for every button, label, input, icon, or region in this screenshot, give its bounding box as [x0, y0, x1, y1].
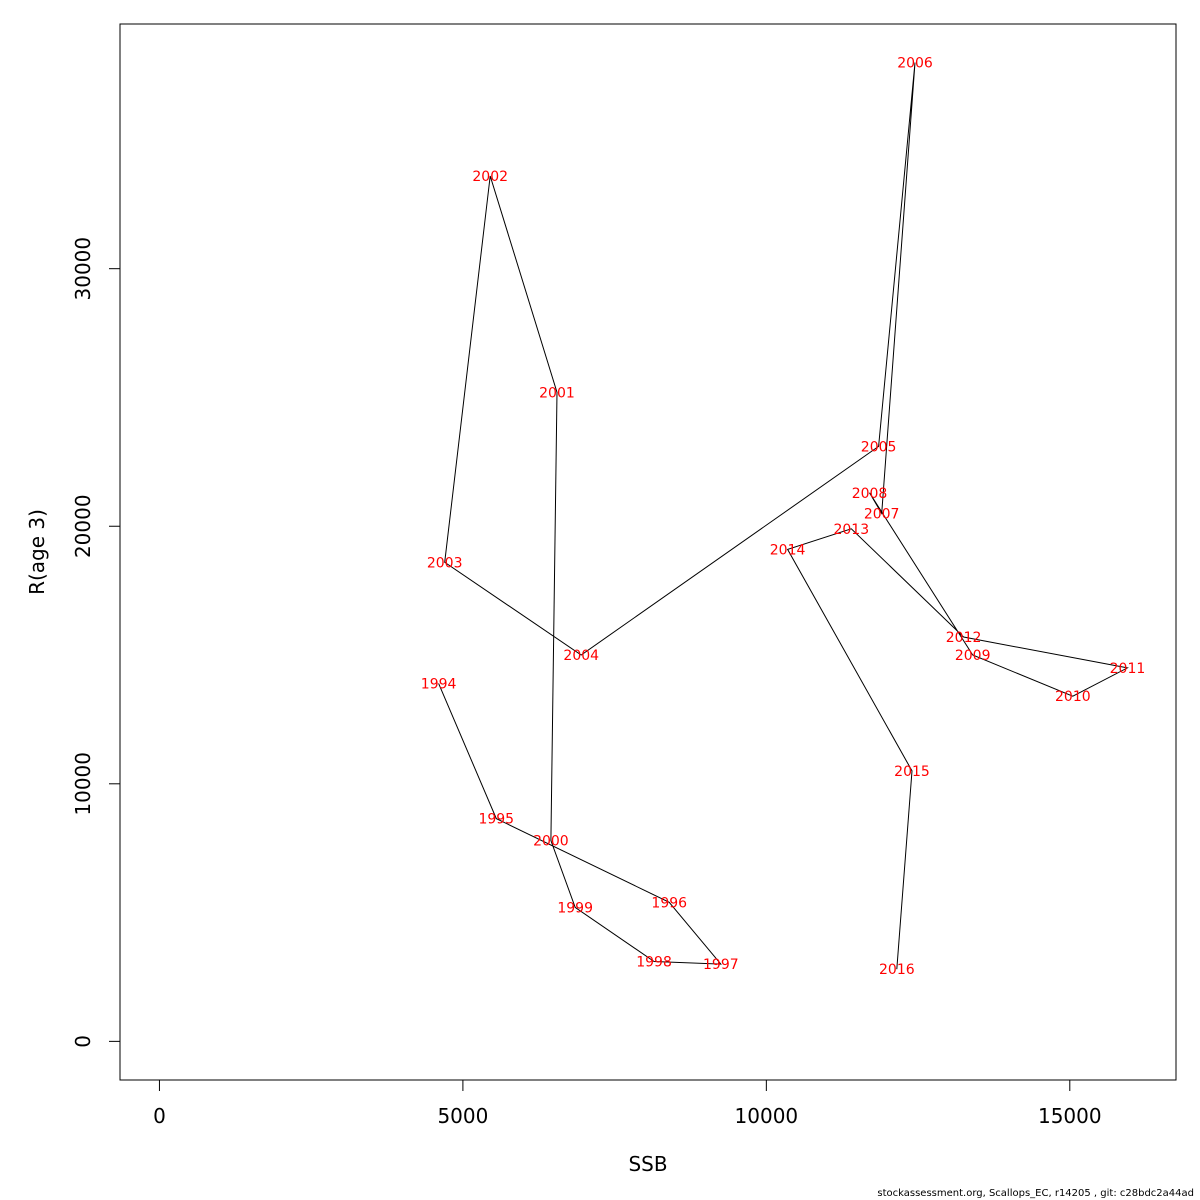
point-label-2016: 2016: [879, 962, 915, 978]
point-label-2003: 2003: [427, 555, 463, 571]
point-labels: 1994 1995 1996 1997 1998 1999 2000 2001 2002 2003…: [421, 56, 1145, 979]
y-axis: 0 10000 20000 30000: [71, 237, 121, 1048]
x-tick-label: 0: [153, 1104, 166, 1128]
plot-frame: [119, 23, 1177, 1081]
point-label-2001: 2001: [539, 385, 575, 401]
point-label-2009: 2009: [955, 648, 991, 664]
series-line: [438, 62, 1129, 970]
x-axis: 0 5000 10000 15000: [153, 1079, 1102, 1128]
point-label-2004: 2004: [563, 648, 599, 664]
point-label-2006: 2006: [897, 56, 933, 72]
point-label-1994: 1994: [421, 676, 457, 692]
point-label-1996: 1996: [651, 895, 687, 911]
x-axis-title: SSB: [628, 1152, 667, 1176]
point-label-2010: 2010: [1055, 689, 1091, 705]
y-tick-label: 20000: [71, 494, 95, 558]
point-label-1999: 1999: [557, 900, 593, 916]
point-label-1998: 1998: [636, 955, 672, 971]
x-tick-label: 15000: [1038, 1104, 1102, 1128]
y-tick-label: 0: [71, 1035, 95, 1048]
point-label-2012: 2012: [946, 630, 982, 646]
point-label-1997: 1997: [703, 957, 739, 973]
x-tick-label: 5000: [437, 1104, 488, 1128]
point-label-2011: 2011: [1110, 661, 1146, 677]
x-tick-label: 10000: [735, 1104, 799, 1128]
series-path: [438, 62, 1129, 970]
point-label-2000: 2000: [533, 833, 569, 849]
point-label-1995: 1995: [478, 812, 514, 828]
y-tick-label: 10000: [71, 752, 95, 816]
point-label-2007: 2007: [864, 506, 900, 522]
point-label-2014: 2014: [770, 542, 806, 558]
point-label-2002: 2002: [472, 169, 508, 185]
y-tick-label: 30000: [71, 237, 95, 301]
point-label-2008: 2008: [852, 486, 888, 502]
y-axis-title: R(age 3): [25, 509, 49, 595]
footer-credit: stockassessment.org, Scallops_EC, r14205…: [877, 1188, 1194, 1199]
point-label-2005: 2005: [861, 439, 897, 455]
point-label-2013: 2013: [833, 522, 869, 538]
point-label-2015: 2015: [894, 764, 930, 780]
